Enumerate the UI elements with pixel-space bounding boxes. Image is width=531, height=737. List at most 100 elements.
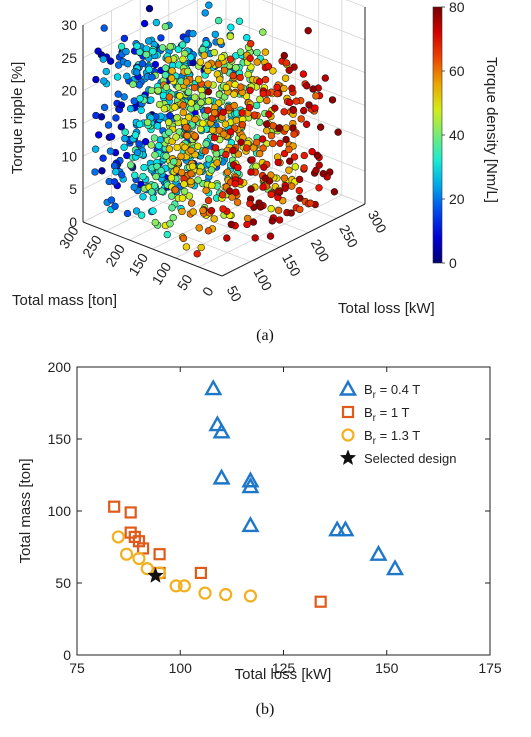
y-tick-label: 100 bbox=[48, 503, 72, 519]
scatter-point bbox=[244, 70, 252, 79]
scatter-point bbox=[133, 68, 141, 76]
scatter-point bbox=[210, 134, 219, 142]
scatter-point bbox=[220, 66, 229, 74]
x-tick-label: 200 bbox=[308, 236, 333, 264]
circle-marker bbox=[111, 530, 125, 544]
scatter-point bbox=[151, 151, 159, 159]
scatter-point bbox=[300, 151, 308, 160]
scatter-point bbox=[243, 34, 251, 42]
scatter-point bbox=[150, 182, 159, 190]
scatter-point bbox=[273, 90, 281, 98]
scatter-point bbox=[165, 93, 174, 101]
scatter-point bbox=[214, 16, 223, 25]
scatter-point bbox=[282, 59, 291, 67]
scatter-point bbox=[183, 132, 191, 140]
scatter-point bbox=[204, 196, 213, 205]
scatter-point bbox=[248, 156, 256, 164]
scatter-point bbox=[92, 75, 100, 84]
scatter-point bbox=[152, 172, 160, 181]
circle-marker bbox=[169, 579, 183, 593]
y-tick-label: 150 bbox=[48, 431, 72, 447]
scatter-point bbox=[135, 81, 143, 89]
scatter-point bbox=[232, 116, 240, 125]
scatter-point bbox=[132, 207, 141, 215]
z-tick-label: 5 bbox=[69, 181, 77, 197]
z-tick-label: 25 bbox=[61, 50, 77, 66]
legend-label: Selected design bbox=[364, 451, 457, 466]
scatter-point bbox=[170, 158, 178, 166]
panel-a-z-axis-label: Torque ripple [%] bbox=[9, 62, 26, 175]
scatter-point bbox=[225, 187, 234, 195]
scatter-point bbox=[161, 23, 170, 31]
scatter-point bbox=[259, 90, 267, 98]
scatter-point bbox=[261, 48, 270, 56]
scatter-point bbox=[246, 86, 254, 95]
scatter-point bbox=[121, 128, 129, 136]
circle-marker bbox=[119, 547, 134, 561]
scatter-point bbox=[198, 92, 206, 100]
y-tick-label: 100 bbox=[148, 259, 174, 287]
scatter-point bbox=[158, 44, 167, 52]
square-marker bbox=[108, 500, 121, 513]
scatter-point bbox=[330, 188, 339, 196]
scatter-point bbox=[216, 75, 224, 84]
scatter-point bbox=[291, 163, 299, 171]
legend-label: Br = 1 T bbox=[364, 405, 409, 424]
scatter-point bbox=[299, 70, 308, 78]
x-tick-label: 150 bbox=[279, 251, 304, 279]
floor-gridline bbox=[129, 167, 273, 241]
scatter-point bbox=[321, 74, 329, 82]
scatter-point bbox=[303, 82, 311, 90]
scatter-point bbox=[201, 147, 209, 155]
scatter-point bbox=[182, 243, 191, 251]
scatter-point bbox=[172, 133, 180, 141]
scatter-point bbox=[123, 209, 132, 218]
scatter-point bbox=[259, 28, 267, 36]
scatter-point bbox=[95, 131, 103, 139]
scatter-point bbox=[187, 199, 196, 207]
scatter-point bbox=[274, 158, 282, 167]
scatter-point bbox=[176, 92, 184, 100]
scatter-point bbox=[210, 48, 218, 57]
scatter-point bbox=[217, 53, 226, 62]
scatter-point bbox=[261, 76, 270, 84]
scatter-point bbox=[295, 186, 303, 195]
scatter-point bbox=[319, 170, 327, 178]
scatter-point bbox=[219, 205, 227, 213]
scatter-point bbox=[139, 172, 147, 181]
triangle-marker bbox=[385, 559, 405, 576]
scatter-point bbox=[173, 143, 181, 152]
scatter-point bbox=[265, 177, 274, 185]
scatter-point bbox=[204, 80, 212, 88]
scatter-point bbox=[144, 37, 153, 45]
scatter-point bbox=[253, 58, 261, 66]
scatter-point bbox=[214, 60, 223, 68]
scatter-point bbox=[112, 114, 120, 122]
z-tick-label: 30 bbox=[61, 17, 77, 33]
scatter-point bbox=[168, 204, 176, 212]
scatter-point bbox=[118, 171, 126, 179]
triangle-marker bbox=[241, 515, 260, 533]
y-tick-label: 200 bbox=[102, 241, 128, 269]
scatter-point bbox=[177, 168, 186, 177]
scatter-point bbox=[196, 58, 205, 66]
scatter-point bbox=[218, 191, 227, 199]
scatter-point bbox=[182, 78, 191, 86]
scatter-point bbox=[263, 96, 271, 105]
scatter-point bbox=[102, 67, 110, 76]
scatter-point bbox=[197, 243, 205, 252]
scatter-point bbox=[267, 190, 275, 199]
square-marker bbox=[124, 506, 137, 519]
circle-marker bbox=[198, 586, 212, 600]
scatter-point bbox=[112, 168, 120, 176]
scatter-point bbox=[274, 206, 283, 215]
legend-circle-marker bbox=[341, 428, 355, 442]
scatter-point bbox=[169, 214, 177, 222]
x-tick-label: 100 bbox=[250, 265, 275, 293]
square-marker bbox=[314, 595, 327, 608]
scatter-point bbox=[236, 73, 244, 82]
scatter-point bbox=[165, 118, 173, 126]
scatter-point bbox=[227, 23, 235, 31]
colorbar-tick-label: 80 bbox=[449, 0, 465, 15]
